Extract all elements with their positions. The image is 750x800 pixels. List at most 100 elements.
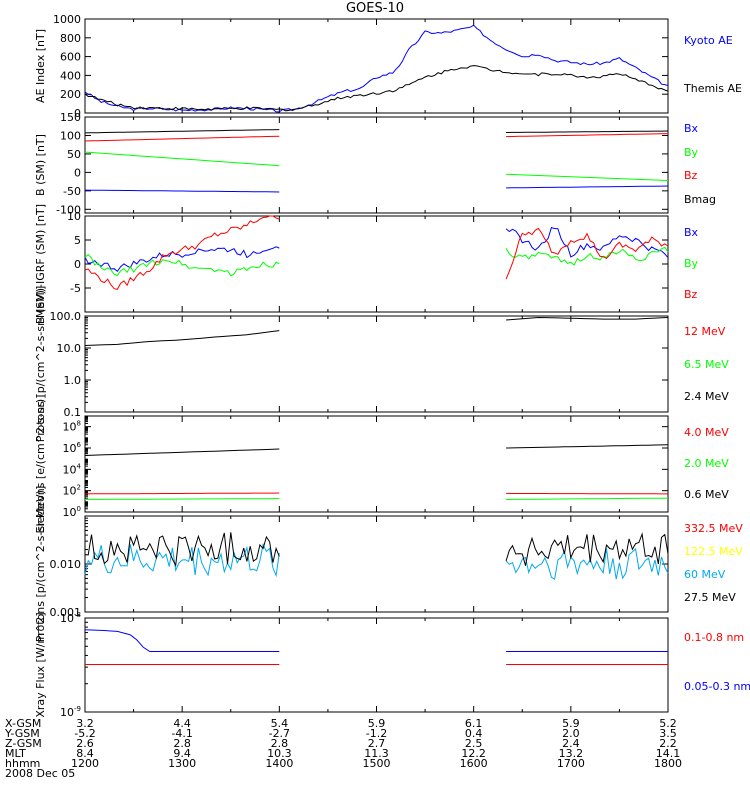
y-tick-label: -50 — [63, 185, 81, 198]
legend-label: 0.05-0.3 nm — [684, 680, 750, 693]
legend-label: 6.5 MeV — [684, 358, 729, 371]
y-tick-label: 0.1 — [64, 406, 82, 419]
legend-label: 60 MeV — [684, 568, 726, 581]
footer-value: 12.2 — [461, 747, 486, 760]
footer-value: 0.4 — [465, 727, 483, 740]
legend-label: 2.0 MeV — [684, 457, 729, 470]
y-tick-label: 1.0 — [64, 374, 82, 387]
footer-value: 14.1 — [656, 747, 681, 760]
footer-value: 1300 — [168, 757, 196, 770]
footer-value: 2.5 — [465, 737, 483, 750]
footer-value: 2.7 — [368, 737, 386, 750]
panel-frame — [84, 215, 669, 313]
footer-value: 2.0 — [562, 727, 580, 740]
series-line — [84, 24, 669, 113]
footer-value: 5.4 — [271, 717, 289, 730]
footer-value: 1700 — [557, 757, 585, 770]
footer-value: 5.9 — [368, 717, 386, 730]
legend-label: Themis AE — [683, 82, 742, 95]
y-tick-label: 0 — [74, 258, 81, 271]
footer-value: 1800 — [654, 757, 682, 770]
y-axis-label: B (SM) [nT] — [34, 134, 47, 196]
y-tick-label: 102 — [63, 484, 81, 498]
footer-value: 5.2 — [659, 717, 677, 730]
y-tick-label: 0.001 — [50, 606, 82, 619]
footer-value: 9.4 — [173, 747, 191, 760]
y-tick-label: 200 — [60, 88, 81, 101]
series-line — [84, 65, 669, 112]
y-tick-label: 104 — [63, 462, 82, 476]
series-line — [84, 151, 280, 167]
legend-label: Kyoto AE — [684, 34, 733, 47]
footer-row-label: Y-GSM — [4, 727, 40, 740]
series-line — [505, 226, 669, 258]
y-tick-label: 0 — [74, 107, 81, 120]
panel-3: -5 0 5 10 B (SM)-IGRF (SM) [nT] Bx By Bz — [34, 204, 699, 324]
footer-value: -5.2 — [74, 727, 95, 740]
panel-frame — [84, 415, 669, 513]
footer-row-label: MLT — [5, 747, 26, 760]
footer-row-label: hhmm — [5, 757, 40, 770]
y-tick-label: 100 — [63, 505, 81, 519]
series-line — [84, 129, 280, 134]
series-line — [506, 173, 669, 181]
y-tick-label: 50 — [67, 148, 81, 161]
footer-value: 1400 — [265, 757, 293, 770]
y-tick-label: 106 — [63, 441, 82, 455]
y-axis-label: AE Index [nT] — [34, 29, 47, 103]
y-tick-label: 400 — [60, 69, 81, 82]
footer-value: 2.8 — [271, 737, 289, 750]
legend-label: 122.5 MeV — [684, 545, 743, 558]
panel-frame — [84, 315, 669, 413]
series-line — [84, 135, 280, 142]
footer-value: 4.4 — [173, 717, 191, 730]
series-line — [84, 542, 280, 578]
series-line — [84, 253, 280, 277]
legend-label: 12 MeV — [684, 325, 726, 338]
series-line — [84, 498, 280, 500]
footer-value: 2.2 — [659, 737, 677, 750]
series-line — [505, 246, 669, 266]
legend-label: Bmag — [684, 193, 716, 206]
footer-value: -2.7 — [269, 727, 290, 740]
y-tick-label: 10.0 — [57, 342, 82, 355]
series-line — [84, 448, 280, 456]
legend-label: Bz — [684, 169, 698, 182]
legend-label: 2.4 MeV — [684, 390, 729, 403]
panel-1: 0 200 400 600 800 1000 AE Index [nT] Kyoto AE Th… — [34, 13, 742, 120]
series-line — [506, 133, 669, 138]
series-line — [84, 246, 280, 273]
footer-value: 2.8 — [173, 737, 191, 750]
footer-value: 13.2 — [559, 747, 584, 760]
y-tick-label: 10-8 — [60, 611, 81, 625]
y-tick-label: 0.010 — [50, 558, 82, 571]
footer-value: 8.4 — [76, 747, 94, 760]
series-line — [506, 130, 669, 133]
footer-value: 3.5 — [659, 727, 677, 740]
series-line — [506, 492, 668, 495]
series-line — [506, 185, 669, 189]
y-tick-label: -5 — [70, 282, 81, 295]
series-line — [84, 215, 280, 290]
series-line — [84, 492, 280, 495]
series-line — [505, 548, 669, 581]
y-tick-label: 0 — [74, 166, 81, 179]
y-axis-label: Xray Flux [W/m^2] — [34, 612, 47, 717]
legend-label: 27.5 MeV — [684, 591, 736, 604]
y-axis-label: Protons [p/(cm^2-s-sr-MeV)] — [34, 486, 47, 643]
y-tick-label: 600 — [60, 51, 81, 64]
y-tick-label: -100 — [56, 203, 81, 216]
legend-label: By — [684, 257, 699, 270]
footer-row-label: X-GSM — [5, 717, 41, 730]
series-line — [506, 444, 669, 449]
footer-value: -1.2 — [366, 727, 387, 740]
legend-label: 0.1-0.8 nm — [684, 631, 744, 644]
legend-label: Bx — [684, 122, 699, 135]
y-tick-label: 150 — [60, 111, 81, 124]
footer-value: 11.3 — [364, 747, 389, 760]
footer-value: 5.9 — [562, 717, 580, 730]
